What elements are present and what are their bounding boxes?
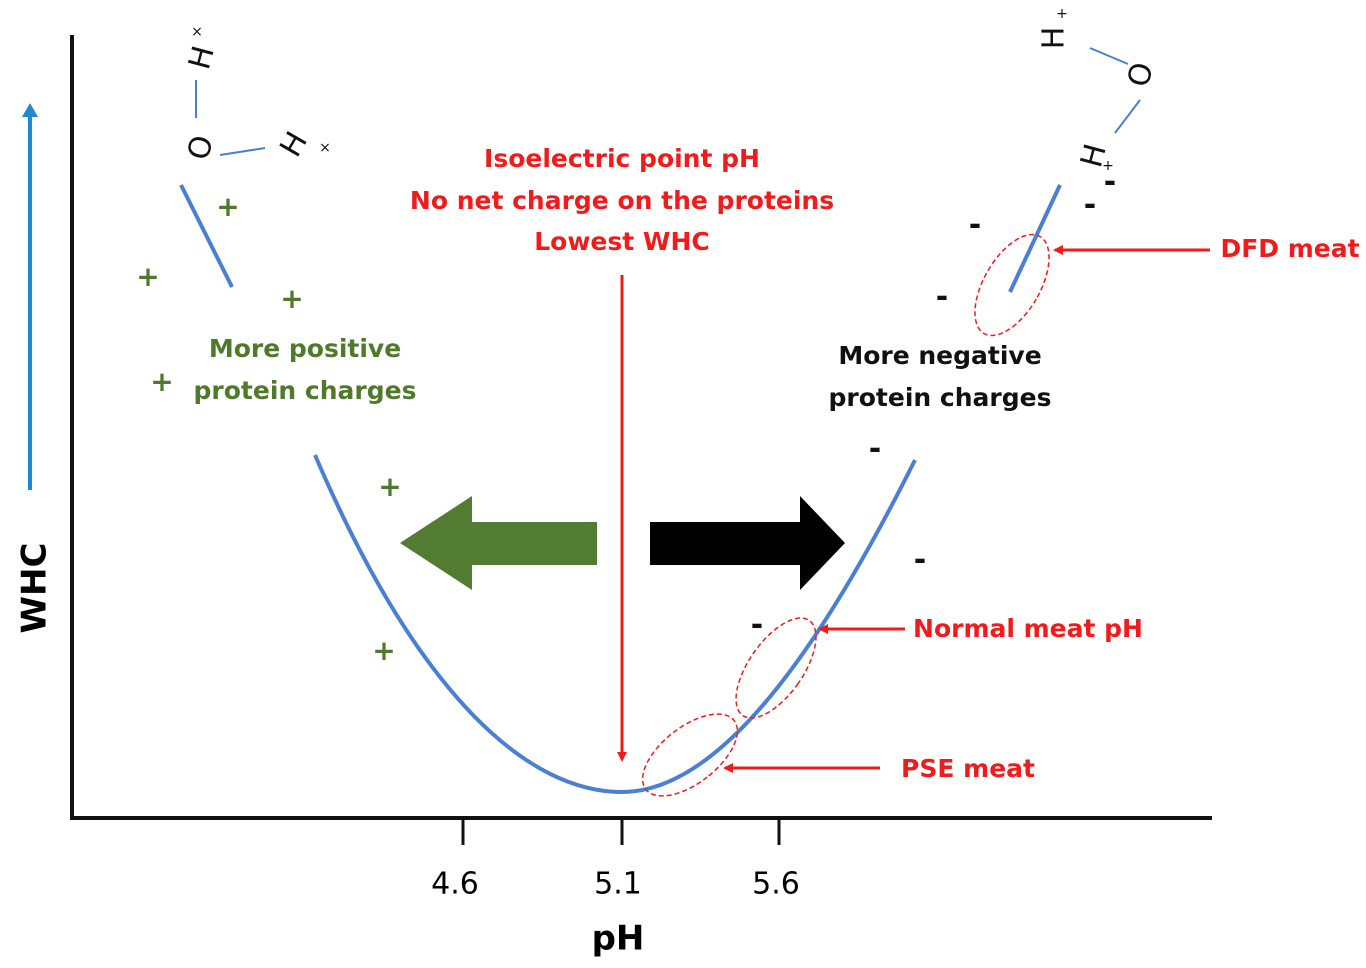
- isoelectric-label: Lowest WHC: [534, 227, 710, 256]
- plus-sign: +: [378, 470, 401, 503]
- atom-mark: +: [1102, 158, 1114, 174]
- isoelectric-label: Isoelectric point pH: [484, 144, 760, 173]
- normal-label: Normal meat pH: [913, 614, 1143, 643]
- positive-label: More positive: [209, 334, 401, 363]
- oxygen-atom: O: [181, 132, 221, 164]
- minus-sign: -: [1104, 165, 1116, 200]
- plus-sign: +: [372, 634, 395, 667]
- positive-arrow: [400, 496, 597, 590]
- positive-label: protein charges: [194, 376, 417, 405]
- minus-sign: -: [936, 280, 948, 315]
- plus-sign: +: [136, 260, 159, 293]
- dfd-region: [974, 233, 1050, 337]
- x-tick-label: 4.6: [431, 867, 479, 902]
- minus-sign: -: [1084, 188, 1096, 223]
- atom-mark: ×: [319, 140, 331, 156]
- oxygen-atom: O: [1121, 59, 1161, 91]
- pse-region: [641, 713, 739, 797]
- bond: [1089, 47, 1129, 65]
- minus-sign: -: [869, 432, 881, 467]
- hydrogen-atom: H: [182, 42, 222, 73]
- negative-label: protein charges: [829, 383, 1052, 412]
- atom-mark: +: [1056, 6, 1068, 22]
- pse-label: PSE meat: [901, 754, 1035, 783]
- x-tick-label: 5.1: [594, 867, 642, 902]
- y-axis-label: WHC: [15, 543, 55, 634]
- plus-sign: +: [216, 190, 239, 223]
- x-axis-label: pH: [592, 919, 645, 959]
- hydrogen-atom: H: [273, 126, 315, 163]
- minus-sign: -: [751, 608, 763, 643]
- whc-curve: [313, 454, 917, 795]
- dfd-label: DFD meat: [1220, 234, 1359, 263]
- whc-curve-upper-left: [179, 184, 234, 288]
- atom-mark: ×: [191, 24, 203, 40]
- plus-sign: +: [150, 365, 173, 398]
- negative-arrow: [650, 496, 845, 590]
- bond: [219, 147, 266, 156]
- bond: [1114, 99, 1141, 134]
- normal-region: [735, 617, 817, 719]
- x-tick-label: 5.6: [752, 867, 800, 902]
- whc-curve-upper-right: [1008, 184, 1062, 293]
- minus-sign: -: [969, 208, 981, 243]
- minus-sign: -: [914, 543, 926, 578]
- plus-sign: +: [280, 282, 303, 315]
- negative-label: More negative: [838, 341, 1041, 370]
- hydrogen-atom: H: [1037, 27, 1072, 50]
- isoelectric-label: No net charge on the proteins: [410, 186, 834, 215]
